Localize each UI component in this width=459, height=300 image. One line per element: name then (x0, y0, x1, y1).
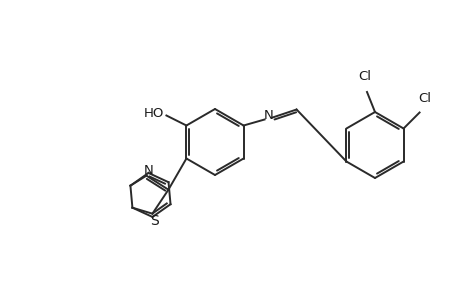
Text: Cl: Cl (358, 70, 371, 83)
Text: N: N (143, 164, 153, 177)
Text: Cl: Cl (417, 92, 430, 104)
Text: N: N (263, 109, 273, 122)
Text: S: S (150, 214, 158, 228)
Text: HO: HO (144, 107, 164, 120)
